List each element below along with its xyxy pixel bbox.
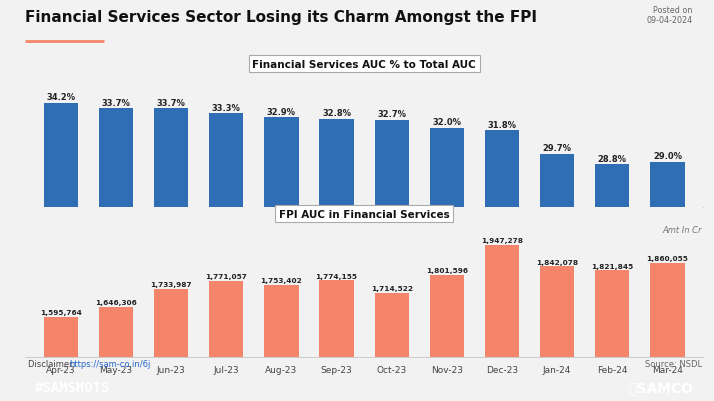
Text: 29.0%: 29.0% [653,152,682,161]
Text: 32.9%: 32.9% [267,108,296,117]
Text: ⥄SAMCO: ⥄SAMCO [628,380,693,394]
Text: 32.0%: 32.0% [433,118,461,127]
Text: Source: NSDL: Source: NSDL [645,359,702,368]
Text: Financial Services Sector Losing its Charm Amongst the FPI: Financial Services Sector Losing its Cha… [25,10,537,25]
Bar [540,154,574,401]
Bar [650,263,685,401]
Text: 33.3%: 33.3% [212,103,241,112]
Bar [595,165,630,401]
Text: 1,646,306: 1,646,306 [95,300,137,305]
Text: 1,595,764: 1,595,764 [40,310,82,316]
Text: 1,714,522: 1,714,522 [371,286,413,292]
Text: 1,860,055: 1,860,055 [646,255,688,261]
Text: 1,821,845: 1,821,845 [591,263,633,269]
Bar [430,128,464,401]
Bar [375,293,409,401]
Bar [485,131,519,401]
Text: 1,771,057: 1,771,057 [206,274,247,280]
Bar [44,317,78,401]
Text: Financial Services AUC % to Total AUC: Financial Services AUC % to Total AUC [252,60,476,70]
Bar [319,281,353,401]
Bar [264,118,298,401]
Text: Amt In Cr: Amt In Cr [663,226,702,235]
Bar [264,285,298,401]
Text: 31.8%: 31.8% [488,120,516,129]
Bar [209,281,243,401]
Text: Disclaimer:: Disclaimer: [29,359,79,368]
Bar [375,120,409,401]
Text: 1,774,155: 1,774,155 [316,273,358,279]
Bar [209,113,243,401]
Text: 1,753,402: 1,753,402 [261,277,302,284]
Text: 1,801,596: 1,801,596 [426,267,468,273]
Text: Posted on
09-04-2024: Posted on 09-04-2024 [646,6,693,25]
Bar [319,119,353,401]
Text: 33.7%: 33.7% [101,99,131,108]
Bar [430,275,464,401]
Text: 29.7%: 29.7% [543,144,572,153]
Bar [540,267,574,401]
Bar [485,245,519,401]
Text: https://sam-co.in/6j: https://sam-co.in/6j [69,359,151,368]
Bar [99,307,133,401]
Text: 32.8%: 32.8% [322,109,351,118]
Text: #SAMSHOTS: #SAMSHOTS [35,380,111,394]
Text: 1,733,987: 1,733,987 [151,282,192,288]
Bar [44,103,78,401]
Bar [99,109,133,401]
Text: 33.7%: 33.7% [156,99,186,108]
Bar [154,289,188,401]
Text: 28.8%: 28.8% [598,154,627,163]
Text: FPI AUC in Financial Services: FPI AUC in Financial Services [278,209,450,219]
Bar [595,271,630,401]
Text: 32.7%: 32.7% [377,110,406,119]
Text: 34.2%: 34.2% [46,93,76,102]
Text: 1,842,078: 1,842,078 [536,259,578,265]
Text: 1,947,278: 1,947,278 [481,238,523,244]
Bar [650,162,685,401]
Bar [154,109,188,401]
